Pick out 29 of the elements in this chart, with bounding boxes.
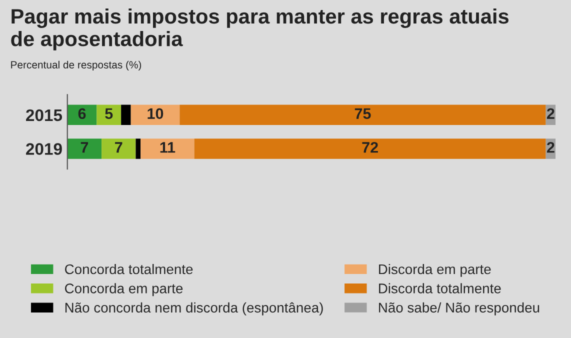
data-label: 5 (105, 108, 113, 120)
y-tick-label: 2015 (26, 109, 62, 122)
y-tick-label: 2019 (26, 143, 62, 155)
bar (67, 138, 102, 159)
legend-label: Não sabe/ Não respondeu (379, 302, 540, 316)
chart-title: Pagar mais impostos para manter as regras atuais de aposentadoria (11, 8, 508, 50)
bar (194, 138, 546, 159)
data-label: 11 (160, 142, 176, 153)
chart-subtitle: Percentual de respostas (%) (11, 60, 142, 71)
legend-label: Não concorda nem discorda (espontânea) (65, 302, 323, 316)
data-label: 6 (78, 108, 86, 120)
data-label: 75 (354, 108, 371, 120)
data-label: 72 (362, 142, 378, 153)
bar (130, 104, 180, 126)
legend-label: Discorda em parte (379, 264, 491, 277)
bar (140, 138, 194, 159)
data-label: 10 (148, 108, 164, 120)
data-label: 7 (115, 142, 122, 153)
legend-label: Discorda totalmente (379, 283, 501, 294)
bar (121, 104, 131, 126)
legend-label: Concorda totalmente (65, 264, 193, 274)
bar (136, 138, 141, 159)
bar (102, 138, 136, 159)
data-label: 2 (546, 142, 554, 153)
data-label: 2 (546, 108, 554, 119)
legend-label: Concorda em parte (65, 283, 183, 296)
data-label: 7 (80, 142, 88, 153)
bar (96, 104, 122, 126)
bar (180, 104, 546, 126)
